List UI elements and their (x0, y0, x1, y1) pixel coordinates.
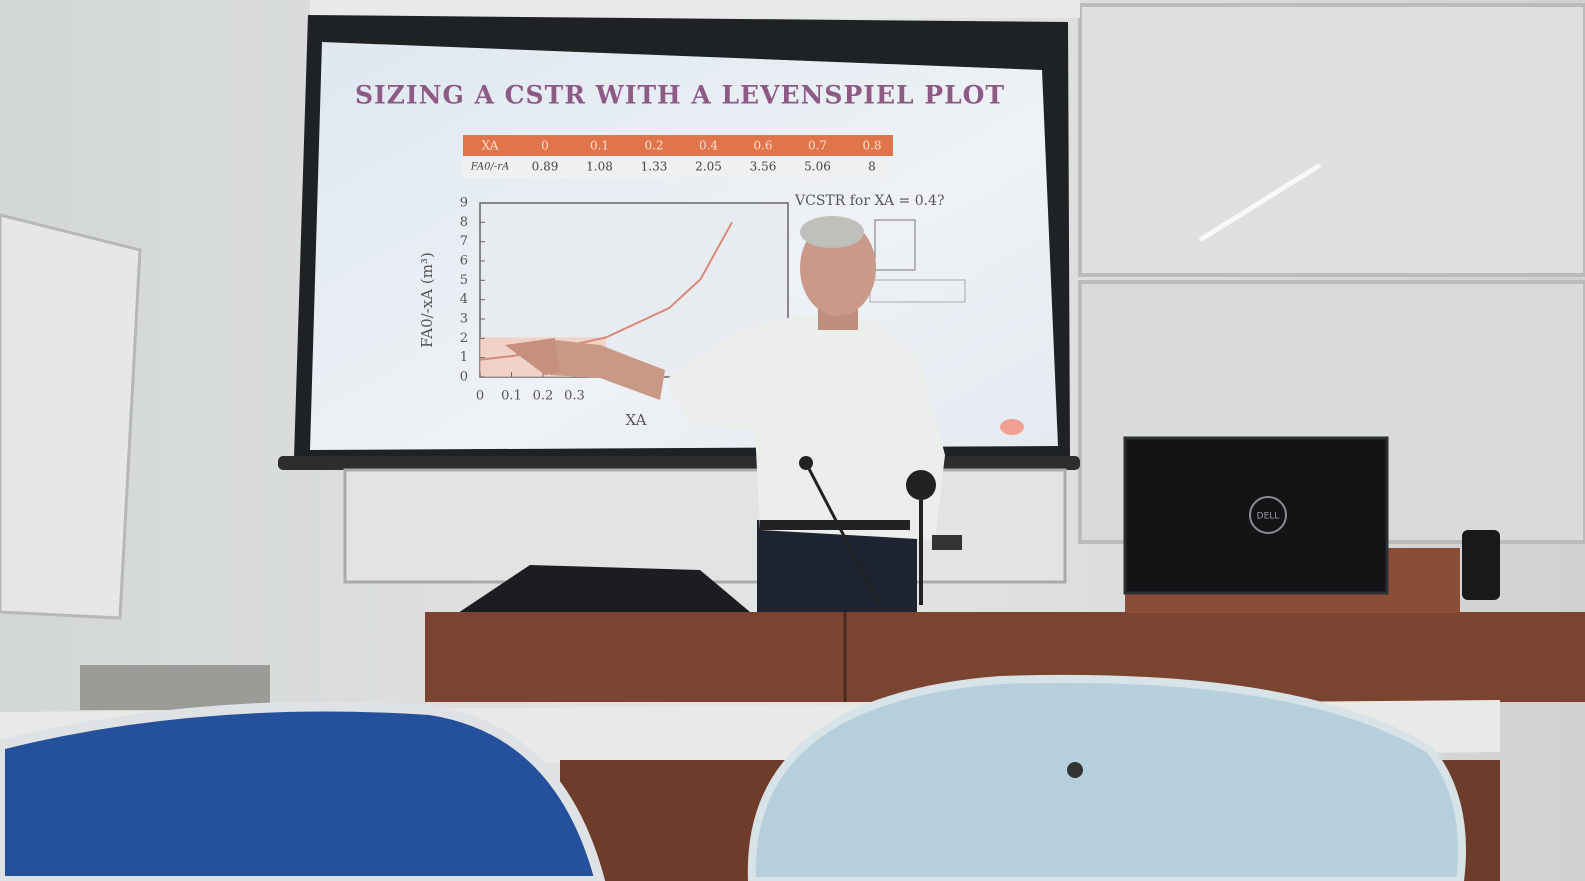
table-cell: 0.6 (753, 139, 772, 153)
table-cell: 0.7 (808, 139, 827, 153)
table-header-bg (463, 135, 893, 156)
table-cell: 0.4 (699, 139, 718, 153)
formula-box (874, 219, 916, 271)
y-tick-label: 4 (460, 292, 468, 307)
x-axis-label: XA (626, 411, 647, 429)
laptop-logo (1249, 496, 1287, 534)
table-cell: 0 (541, 139, 549, 153)
slide-title: SIZING A CSTR WITH A LEVENSPIEL PLOT (355, 81, 1005, 110)
y-tick-label: 7 (460, 234, 468, 249)
chair-light (747, 674, 1466, 881)
lower-board (343, 468, 1067, 584)
hair (800, 216, 864, 248)
laptop (1123, 436, 1389, 595)
chair-screw (1067, 762, 1083, 778)
row-label: XA (482, 139, 499, 153)
belt (760, 520, 910, 530)
screen-bar (278, 456, 1080, 470)
y-tick-label: 5 (460, 273, 468, 288)
slide-question: VCSTR for XA = 0.4? (794, 193, 944, 209)
x-tick-label: 0.1 (501, 389, 522, 404)
whiteboard (1078, 3, 1585, 277)
camera-ball (906, 470, 936, 500)
table-cell: 8 (868, 160, 876, 174)
slide-logo (1000, 419, 1024, 435)
table-cell: 0.1 (590, 139, 609, 153)
table-cell: 5.06 (804, 160, 831, 174)
table-cell: 0.8 (862, 139, 881, 153)
lecturer (505, 216, 962, 615)
microphone-head (799, 456, 813, 470)
laptop-brand: DELL (1257, 512, 1280, 522)
x-tick-label: 0.3 (564, 389, 585, 404)
y-tick-label: 9 (460, 196, 468, 211)
y-tick-label: 0 (460, 370, 468, 385)
microphone (804, 462, 882, 606)
y-tick-label: 6 (460, 254, 468, 269)
bag (455, 565, 750, 615)
watch (932, 535, 962, 550)
table-cell: 3.56 (750, 160, 777, 174)
table-row-bg (463, 156, 893, 178)
chair-blue (0, 701, 606, 881)
screen-case (310, 0, 1080, 18)
y-tick-label: 2 (460, 331, 468, 346)
y-tick-label: 8 (460, 215, 468, 230)
y-axis-label: FA0/-xA (m³) (418, 252, 436, 348)
bottle (1462, 530, 1500, 600)
table-cell: 2.05 (695, 160, 722, 174)
levenspiel-curve (479, 221, 733, 361)
table-cell: 1.08 (586, 160, 613, 174)
table-cell: 0.89 (532, 160, 559, 174)
arm (550, 340, 665, 400)
x-tick-label: 0.2 (533, 389, 554, 404)
x-tick-label: 0 (476, 389, 484, 404)
table-cell: 1.33 (641, 160, 668, 174)
table-cell: 0.2 (644, 139, 663, 153)
side-board (0, 213, 142, 620)
poster (80, 665, 270, 710)
row-label: FA0/-rA (470, 162, 509, 173)
hand (505, 338, 560, 375)
y-tick-label: 3 (460, 312, 468, 327)
shirt (665, 315, 945, 540)
y-tick-label: 1 (460, 350, 468, 365)
light-reflection (1198, 162, 1322, 243)
